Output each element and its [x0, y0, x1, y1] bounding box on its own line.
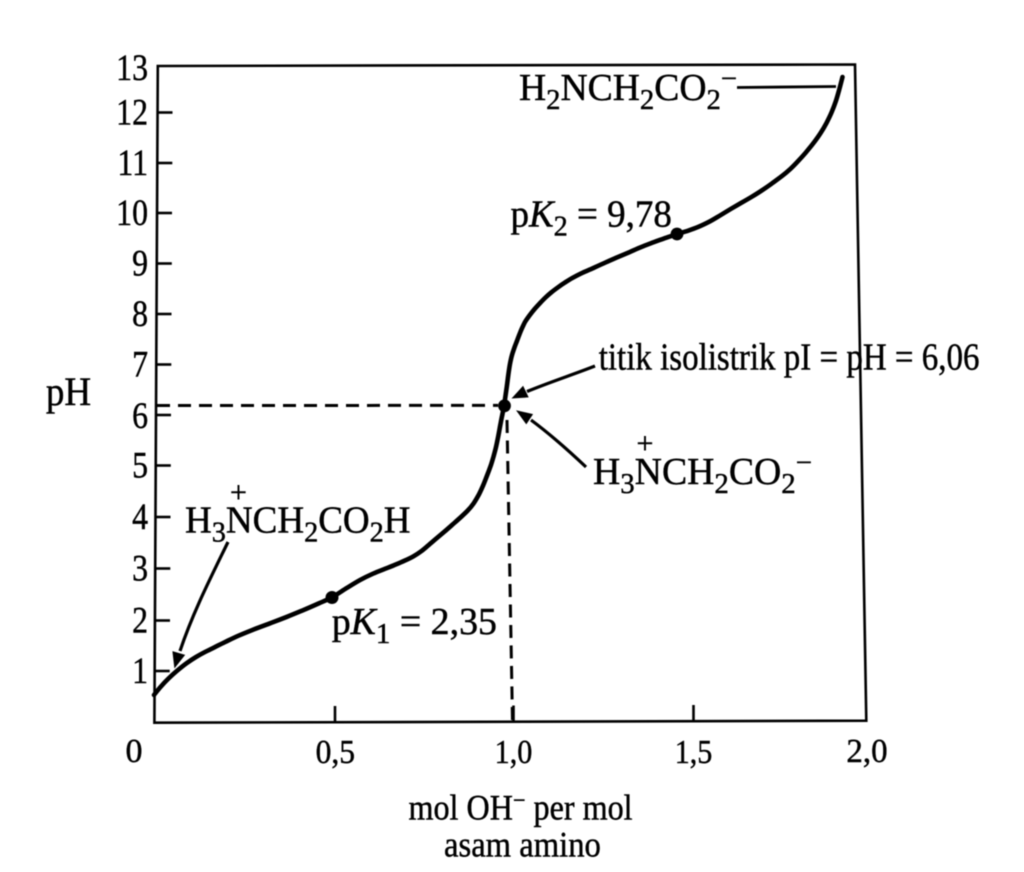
- svg-text:+: +: [637, 427, 654, 460]
- svg-text:pK1 = 2,35: pK1 = 2,35: [332, 601, 497, 650]
- svg-text:H2NCH2CO2−: H2NCH2CO2−: [519, 63, 737, 116]
- svg-text:8: 8: [132, 294, 148, 335]
- svg-text:pK2 = 9,78: pK2 = 9,78: [511, 194, 672, 243]
- svg-text:pH: pH: [46, 371, 91, 415]
- svg-text:6: 6: [132, 396, 148, 437]
- svg-text:1,0: 1,0: [495, 732, 533, 770]
- svg-text:13: 13: [116, 48, 148, 89]
- svg-text:H3NCH2CO2H: H3NCH2CO2H: [185, 500, 411, 548]
- svg-text:10: 10: [116, 193, 148, 234]
- svg-text:7: 7: [132, 344, 148, 385]
- svg-text:1: 1: [132, 651, 148, 692]
- svg-text:2: 2: [132, 600, 148, 641]
- svg-text:9: 9: [132, 243, 148, 284]
- svg-text:12: 12: [116, 92, 148, 133]
- svg-text:2,0: 2,0: [846, 733, 887, 771]
- svg-text:H3NCH2CO2−: H3NCH2CO2−: [593, 447, 812, 500]
- svg-text:5: 5: [132, 445, 148, 486]
- svg-text:3: 3: [132, 548, 148, 589]
- svg-text:0,5: 0,5: [316, 734, 355, 771]
- svg-text:mol OH− per mol: mol OH− per mol: [409, 787, 633, 828]
- svg-text:titik isolistrik pI = pH = 6,0: titik isolistrik pI = pH = 6,06: [599, 335, 980, 378]
- svg-text:4: 4: [132, 497, 148, 538]
- svg-text:asam amino: asam amino: [444, 825, 601, 865]
- svg-text:+: +: [230, 476, 247, 509]
- svg-text:0: 0: [126, 733, 143, 770]
- svg-text:11: 11: [117, 143, 148, 184]
- svg-text:1,5: 1,5: [675, 732, 713, 770]
